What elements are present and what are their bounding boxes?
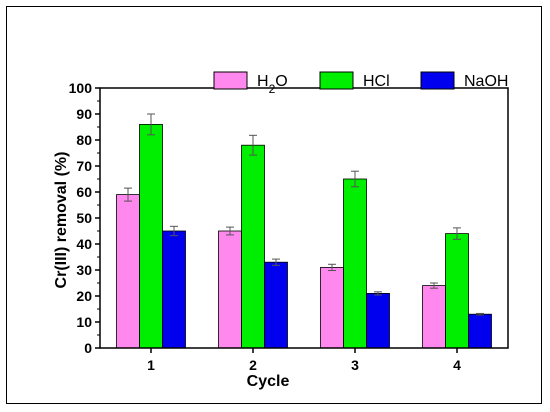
x-tick-label: 4 xyxy=(453,357,461,373)
bar-naoh-cycle-4 xyxy=(468,313,492,349)
y-tick-label: 40 xyxy=(76,236,92,252)
legend-label-h2o: H2O xyxy=(257,73,288,96)
bar-naoh-cycle-3 xyxy=(366,292,390,349)
bars-layer xyxy=(116,113,492,349)
bar-h2o-cycle-3 xyxy=(320,266,344,349)
legend: H2O HCl NaOH xyxy=(213,71,508,96)
x-tick-label: 2 xyxy=(249,357,257,373)
x-tick-label: 3 xyxy=(351,357,359,373)
y-tick-label: 50 xyxy=(76,210,92,226)
x-axis-title: Cycle xyxy=(247,373,290,390)
bar-naoh-cycle-1 xyxy=(162,230,186,349)
bar-hcl-cycle-4 xyxy=(445,233,469,349)
y-tick-label: 10 xyxy=(76,314,92,330)
bar-naoh-cycle-2 xyxy=(264,261,288,349)
bar-hcl-cycle-1 xyxy=(139,124,163,349)
y-tick-label: 80 xyxy=(76,132,92,148)
bar-h2o-cycle-1 xyxy=(116,194,140,349)
y-tick-label: 20 xyxy=(76,288,92,304)
x-tick-label: 1 xyxy=(147,357,155,373)
y-tick-label: 90 xyxy=(76,106,92,122)
y-tick-label: 60 xyxy=(76,184,92,200)
y-tick-label: 100 xyxy=(69,80,93,96)
y-tick-label: 30 xyxy=(76,262,92,278)
bar-hcl-cycle-2 xyxy=(241,144,265,349)
legend-swatch-naoh xyxy=(420,71,455,90)
bar-hcl-cycle-3 xyxy=(343,178,367,349)
y-tick-label: 0 xyxy=(84,340,92,356)
bar-h2o-cycle-2 xyxy=(218,230,242,349)
axes-layer: 0 10 20 30 40 50 60 70 80 90 100 1 2 3 4 xyxy=(69,80,509,373)
bar-h2o-cycle-4 xyxy=(422,285,446,349)
legend-label-hcl: HCl xyxy=(363,73,390,90)
legend-swatch-h2o xyxy=(213,71,248,90)
y-axis-title: Cr(III) removal (%) xyxy=(53,152,70,289)
legend-label-naoh: NaOH xyxy=(464,73,508,90)
legend-swatch-hcl xyxy=(319,71,354,90)
y-tick-label: 70 xyxy=(76,158,92,174)
